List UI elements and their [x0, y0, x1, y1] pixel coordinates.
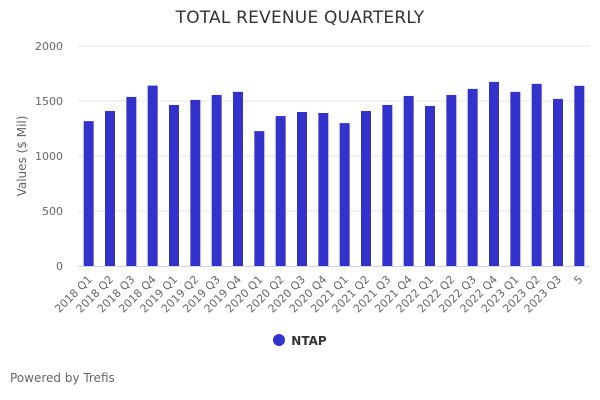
bar[interactable]: [403, 95, 414, 266]
legend[interactable]: NTAP: [0, 334, 600, 348]
bar[interactable]: [126, 96, 137, 267]
bar[interactable]: [169, 104, 179, 267]
bar[interactable]: [382, 104, 393, 267]
y-tick-label: 500: [42, 205, 63, 218]
y-tick-label: 1500: [35, 95, 63, 108]
y-tick-label: 2000: [35, 40, 63, 53]
bar[interactable]: [574, 85, 585, 266]
bar[interactable]: [211, 94, 222, 266]
bar[interactable]: [425, 105, 435, 266]
bar[interactable]: [446, 94, 457, 266]
bar[interactable]: [510, 91, 521, 267]
y-tick-label: 0: [56, 260, 63, 273]
legend-label: NTAP: [291, 334, 327, 348]
bar[interactable]: [105, 111, 115, 266]
y-tick-label: 1000: [35, 150, 63, 163]
bar[interactable]: [275, 116, 286, 266]
bar[interactable]: [190, 99, 201, 267]
bar[interactable]: [318, 112, 329, 267]
bar[interactable]: [233, 91, 243, 267]
bars: [83, 81, 585, 267]
gridlines: [78, 45, 590, 212]
bar[interactable]: [467, 88, 478, 267]
x-tick-label: 5: [571, 273, 585, 287]
bar[interactable]: [531, 83, 542, 266]
y-axis-label: Values ($ Mil): [15, 116, 29, 197]
chart-title: TOTAL REVENUE QUARTERLY: [175, 8, 425, 28]
bar[interactable]: [254, 131, 265, 266]
bar[interactable]: [339, 123, 350, 266]
bar[interactable]: [83, 121, 94, 266]
bar[interactable]: [553, 98, 563, 266]
bar[interactable]: [361, 111, 371, 266]
bar[interactable]: [489, 81, 499, 266]
bar[interactable]: [297, 112, 307, 266]
powered-by-credit: Powered by Trefis: [10, 371, 115, 385]
bar[interactable]: [147, 85, 158, 266]
y-axis-ticks: 0 500 1000 1500 2000: [35, 40, 63, 273]
legend-marker-icon: [273, 334, 286, 346]
